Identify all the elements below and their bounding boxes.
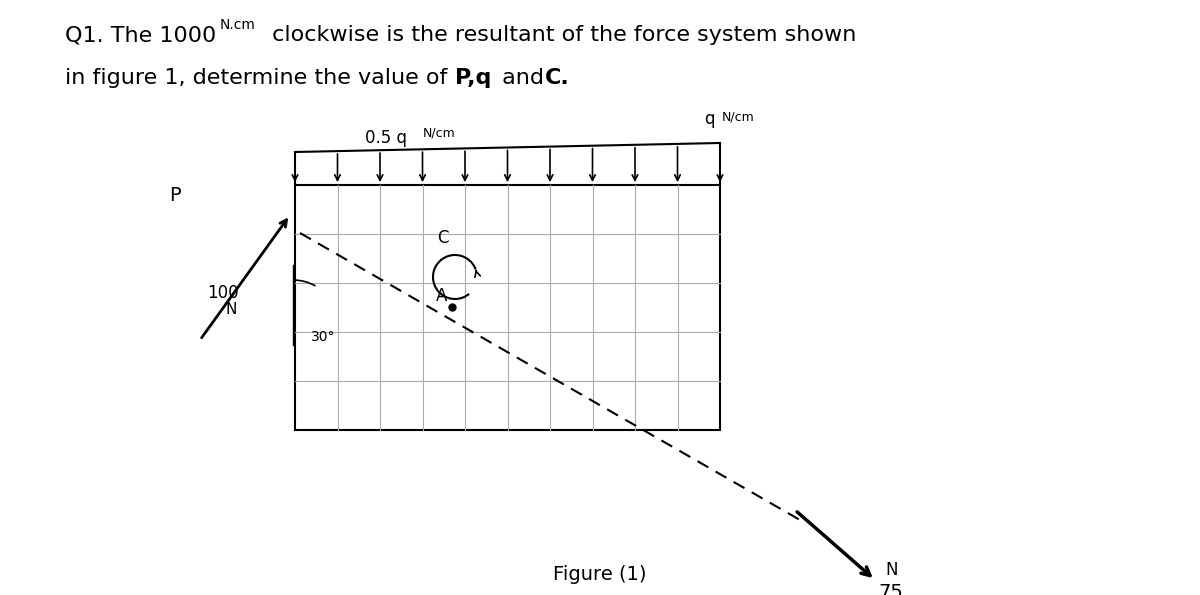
Text: N: N [226,302,236,318]
Text: C.: C. [545,68,570,88]
Text: N.cm: N.cm [220,18,256,32]
Text: Q1. The 1000: Q1. The 1000 [65,25,216,45]
Bar [295,185,720,430]
Text: N/cm: N/cm [424,127,456,140]
Text: A: A [436,287,446,305]
Text: and: and [496,68,551,88]
Text: 0.5 q: 0.5 q [365,129,407,147]
Text: P,q: P,q [455,68,491,88]
Text: N: N [886,561,898,579]
Text: P: P [169,186,181,205]
Text: 30°: 30° [311,330,336,344]
Text: 75: 75 [878,583,902,595]
Text: clockwise is the resultant of the force system shown: clockwise is the resultant of the force … [265,25,857,45]
Text: C: C [437,229,449,247]
Text: in figure 1, determine the value of: in figure 1, determine the value of [65,68,455,88]
Text: 100: 100 [208,284,239,302]
Text: q: q [704,110,715,128]
Text: Figure (1): Figure (1) [553,565,647,584]
Text: N/cm: N/cm [722,110,755,123]
